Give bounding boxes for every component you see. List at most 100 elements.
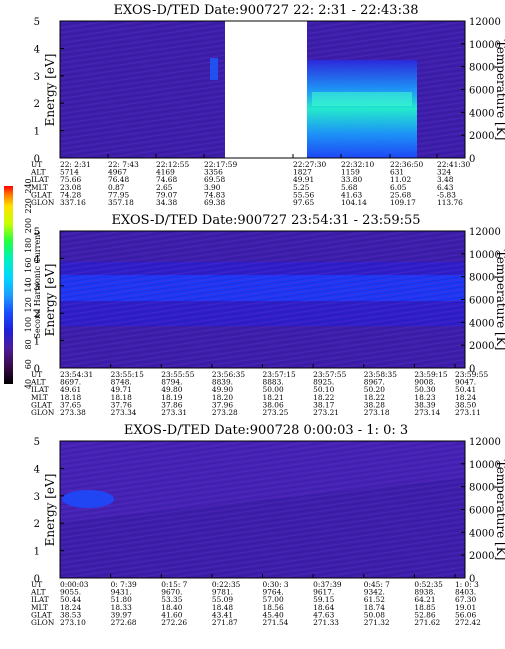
panel-1-ytick-label: 4 [34,44,40,55]
panel-2-orbit-cell: 8925. [313,378,334,387]
panel-2-left-axis: 0 1 2 3 4 5 [34,227,64,375]
panel-1-orbit-cell: 3.48 [437,175,454,184]
panel-2-orbit-cell: 8748. [111,378,132,387]
colorbar-scale [4,186,13,384]
panel-1-orbit-cell: 104.14 [341,198,367,207]
panel-3-orbit-cell: 0:15: 7 [161,580,187,589]
panel-1-orbit-cell: 2.65 [156,183,173,192]
panel-1-orbit-cell: 5.25 [293,183,310,192]
panel-2-ytick-right-label: 10000 [469,250,501,261]
panel-3-ytick-right-label: 2000 [469,551,494,562]
panel-3-orbit-cell: 9764. [263,588,284,597]
panel-1-orbit-cell: 22: 7:43 [108,160,139,169]
panel-2-orbit-cell: 50.20 [364,385,385,394]
panel-3-right-axis: 0 2000 4000 6000 8000 10000 12000 [461,437,501,585]
panel-2-orbit-cell: 273.38 [60,408,86,417]
panel-1-ytick-label: 1 [34,127,40,138]
panel-3-orbit-cell: 9431. [111,588,132,597]
panel-3-orbit-cell: 0:00:03 [60,580,89,589]
panel-3-orbit-cell: 18.85 [414,603,435,612]
panel-1-orbit-cell: 6.05 [390,183,407,192]
colorbar-tick-label: 200 [24,218,33,233]
panel-1-orbit-cell: 337.16 [60,198,86,207]
panel-3-orbit-cell: 18.56 [263,603,284,612]
panel-2-orbit-cell: 38.28 [364,400,385,409]
panel-2-orbit-cell: 49.71 [111,385,132,394]
panel-2-orbit-cell: 18.22 [364,393,385,402]
panel-3-orbit-cell: 45.40 [263,610,284,619]
panel-1-hot-core [312,92,412,106]
panel-3-ytick-label: 0 [34,574,40,585]
panel-1-orbit-cell: 6.43 [437,183,454,192]
panel-2-ylabel: Energy [eV] [43,264,57,337]
panel-1-ytick-right-label: 4000 [469,108,494,119]
panel-2-orbit-cell: 23:57:55 [313,370,346,379]
colorbar-label: Second Harmonic Current [33,231,42,339]
panel-1-orbit-label: ALT [30,168,46,177]
panel-3-orbit-cell: 271.54 [263,618,289,627]
panel-3-texture [60,441,465,578]
panel-1-orbit-label: MLT [31,183,48,192]
panel-1-ytick-right-label: 8000 [469,63,494,74]
panel-2-orbit-cell: 50.00 [263,385,284,394]
panel-3-orbit-cell: 18.74 [364,603,385,612]
panel-2-plot-area [59,230,466,369]
colorbar-tick-label: 180 [24,238,33,253]
panel-2-orbit-label: GLON [31,408,55,417]
panel-3-orbit-cell: 9617. [313,588,334,597]
panel-3-orbit-cell: 51.80 [111,595,132,604]
panel-2-orbit-cell: 50.41 [455,385,476,394]
panel-3-ytick-right-label: 8000 [469,483,494,494]
panel-3-ytick-right-label: 6000 [469,506,494,517]
panel-1-orbit-cell: 113.76 [437,198,463,207]
panel-2-orbit-cell: 8794. [161,378,182,387]
panel-1-orbit-cell: 22:17:59 [204,160,237,169]
panel-3-orbit-cell: 59.15 [313,595,334,604]
panel-2-orbit-cell: 37.76 [111,400,132,409]
panel-1-orbit-cell: 1159 [341,168,360,177]
panel-1-ytick-label: 2 [34,99,40,110]
panel-2-orbit-cell: 23:58:35 [364,370,397,379]
panel-3-orbit-cell: 43.41 [212,610,233,619]
panel-2-orbit-cell: 273.34 [111,408,137,417]
panel-2-texture [60,231,465,368]
panel-1-ytick-label: 3 [34,72,40,83]
panel-2-ytick-label: 2 [34,309,40,320]
panel-1-orbit-cell: 22:32:10 [341,160,374,169]
panel-2-orbit-cell: 23:56:35 [212,370,245,379]
panel-1-orbit-cell: 69.58 [204,175,225,184]
panel-2-orbit-cell: 50.10 [313,385,334,394]
panel-1-ytick-right-label: 2000 [469,131,494,142]
panel-3-ytick-right-label: 0 [469,574,475,585]
panel-2-orbit-cell: 37.86 [161,400,182,409]
panel-1-orbit-cell: 5714 [60,168,79,177]
panel-2: EXOS-D/TED Date:900727 23:54:31 - 23:59:… [30,213,505,417]
colorbar-tick-label: 140 [24,277,33,292]
panel-3-orbit-label: MLT [31,603,48,612]
panel-2-orbit-cell: 23:54:31 [60,370,93,379]
panel-3-ytick-label: 1 [34,547,40,558]
panel-3-orbit-cell: 38.53 [60,610,81,619]
panel-3-orbit-cell: 273.10 [60,618,86,627]
panel-1-orbit-label: ILAT [31,175,49,184]
panel-3-orbit-cell: 1: 0: 3 [455,580,479,589]
panel-2-orbit-table: UTALTILATMLTGLATGLON23:54:318697.49.6118… [30,364,488,417]
panel-3-ytick-right-label: 4000 [469,528,494,539]
panel-2-title: EXOS-D/TED Date:900727 23:54:31 - 23:59:… [111,213,420,228]
panel-3-orbit-cell: 55.09 [212,595,233,604]
panel-1-orbit-label: UT [31,160,42,169]
panel-1-orbit-cell: 33.80 [341,175,362,184]
panel-2-orbit-cell: 38.50 [455,400,476,409]
panel-1-orbit-cell: 79.07 [156,190,177,199]
panel-2-orbit-cell: 49.61 [60,385,81,394]
panel-1-orbit-cell: 74.83 [204,190,225,199]
panel-1-plot-area [59,20,466,159]
panel-3-title: EXOS-D/TED Date:900728 0:00:03 - 1: 0: 3 [124,423,408,438]
panel-2-orbit-cell: 23:59:15 [414,370,447,379]
panel-2-right-axis: 0 2000 4000 6000 8000 10000 12000 [461,227,501,375]
panel-1-orbit-cell: 109.17 [390,198,416,207]
panel-3-orbit-cell: 0:52:35 [414,580,443,589]
panel-2-orbit-cell: 18.24 [455,393,476,402]
